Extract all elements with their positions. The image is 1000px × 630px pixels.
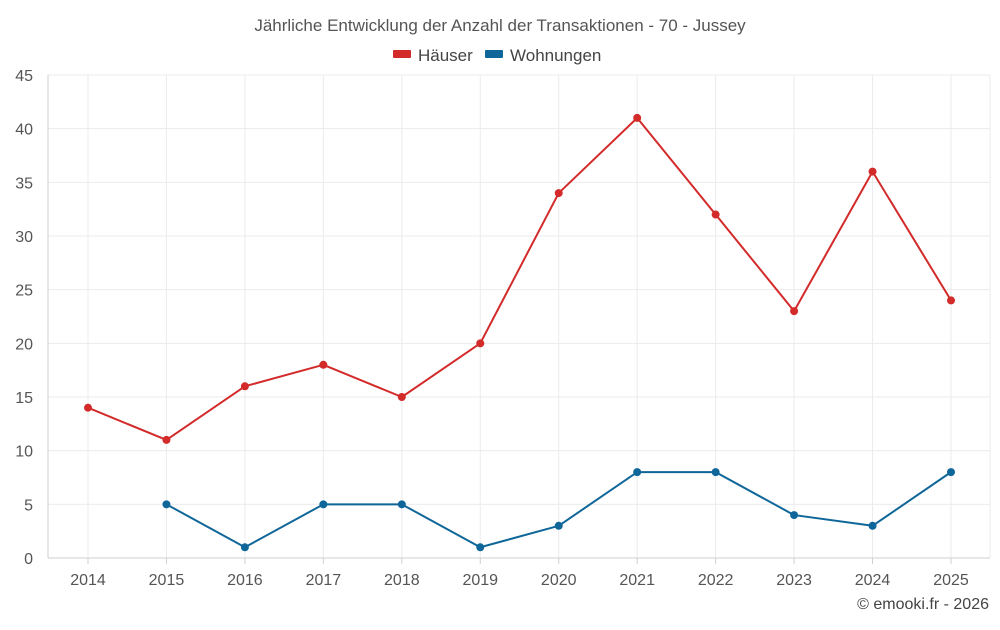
data-point-haeuser[interactable] (790, 307, 799, 316)
x-tick-label: 2014 (70, 572, 106, 589)
data-point-haeuser[interactable] (947, 296, 955, 305)
data-point-wohnungen[interactable] (711, 468, 720, 477)
data-point-wohnungen[interactable] (319, 500, 328, 509)
x-tick-label: 2021 (619, 572, 655, 589)
y-tick-label: 5 (24, 497, 33, 514)
legend-swatch-haeuser[interactable] (393, 50, 411, 58)
x-axis: 2014 2015 2016 2017 2018 2019 2020 2021 2022 2023… (70, 558, 969, 589)
x-tick-label: 2018 (384, 572, 420, 589)
data-point-haeuser[interactable] (240, 382, 249, 391)
data-point-wohnungen[interactable] (240, 543, 249, 552)
data-point-wohnungen[interactable] (554, 521, 563, 530)
x-tick-label: 2023 (776, 572, 812, 589)
x-tick-label: 2022 (698, 572, 734, 589)
x-tick-label: 2019 (462, 572, 498, 589)
data-point-wohnungen[interactable] (162, 500, 171, 509)
y-axis: 0 5 10 15 20 25 30 35 40 45 (15, 68, 33, 568)
series-line-haeuser (87, 116, 952, 441)
data-point-wohnungen[interactable] (476, 543, 485, 552)
y-tick-label: 15 (15, 390, 33, 407)
data-point-haeuser[interactable] (633, 113, 642, 122)
data-point-haeuser[interactable] (476, 339, 485, 348)
y-tick-label: 0 (24, 551, 33, 568)
chart-title: Jährliche Entwicklung der Anzahl der Tra… (254, 16, 746, 35)
credit-text: © emooki.fr - 2026 (857, 596, 989, 613)
data-point-wohnungen[interactable] (790, 511, 799, 520)
data-point-wohnungen[interactable] (868, 521, 877, 530)
x-tick-label: 2015 (149, 572, 185, 589)
data-point-haeuser[interactable] (711, 210, 720, 219)
data-point-haeuser[interactable] (162, 435, 171, 444)
data-point-haeuser[interactable] (84, 403, 92, 412)
data-point-wohnungen[interactable] (633, 468, 642, 477)
y-tick-label: 40 (15, 122, 33, 139)
series-layer (84, 113, 955, 552)
legend-label-wohnungen[interactable]: Wohnungen (510, 46, 601, 65)
y-tick-label: 30 (15, 229, 33, 246)
x-tick-label: 2024 (855, 572, 891, 589)
y-tick-label: 10 (15, 444, 33, 461)
data-point-wohnungen[interactable] (397, 500, 406, 509)
legend-label-haeuser[interactable]: Häuser (418, 46, 473, 65)
x-tick-label: 2017 (306, 572, 342, 589)
y-tick-label: 45 (15, 68, 33, 85)
data-point-haeuser[interactable] (319, 360, 328, 369)
legend-swatch-wohnungen[interactable] (485, 50, 503, 58)
data-point-wohnungen[interactable] (947, 468, 955, 477)
y-tick-label: 35 (15, 175, 33, 192)
legend: Häuser Wohnungen (393, 46, 601, 65)
x-tick-label: 2020 (541, 572, 577, 589)
x-tick-label: 2025 (933, 572, 969, 589)
data-point-haeuser[interactable] (868, 167, 877, 176)
data-point-haeuser[interactable] (397, 393, 406, 401)
y-tick-label: 25 (15, 283, 33, 300)
data-point-haeuser[interactable] (554, 189, 563, 198)
x-tick-label: 2016 (227, 572, 263, 589)
grid (47, 74, 991, 559)
y-tick-label: 20 (15, 336, 33, 353)
